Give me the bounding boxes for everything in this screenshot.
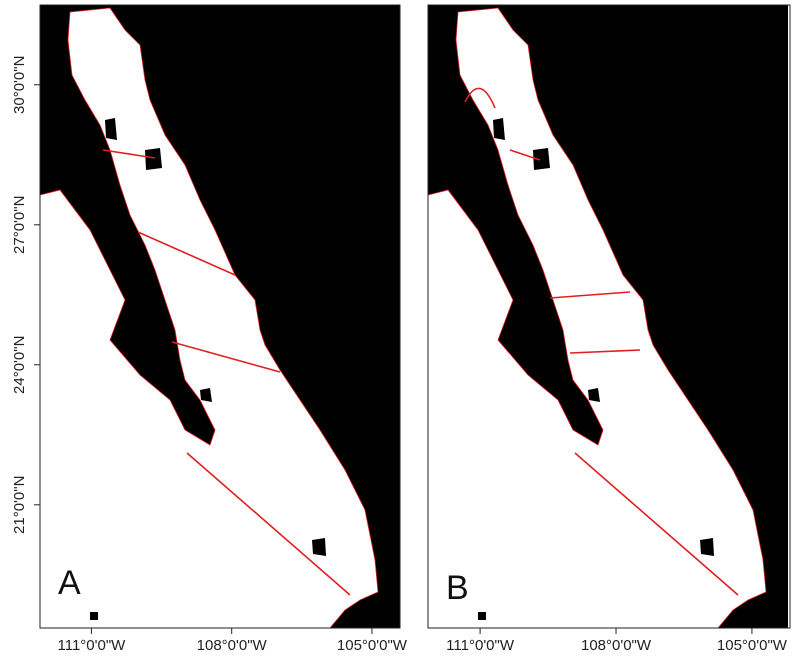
panel-letter: A <box>58 564 81 602</box>
x-tick-label: 105°0'0"W <box>717 637 788 654</box>
y-tick-label: 27°0'0"N <box>11 196 28 254</box>
panel-letter: B <box>446 569 469 607</box>
y-tick-label: 24°0'0"N <box>11 336 28 394</box>
x-tick-label: 108°0'0"W <box>197 637 268 654</box>
y-tick-label: 30°0'0"N <box>11 56 28 114</box>
panel-b <box>427 4 791 629</box>
x-tick-label: 111°0'0"W <box>446 637 515 654</box>
x-tick-label: 108°0'0"W <box>581 637 652 654</box>
x-tick-label: 105°0'0"W <box>337 637 408 654</box>
x-tick-label: 111°0'0"W <box>58 637 127 654</box>
panel-a <box>39 4 401 629</box>
y-tick-label: 21°0'0"N <box>11 476 28 534</box>
